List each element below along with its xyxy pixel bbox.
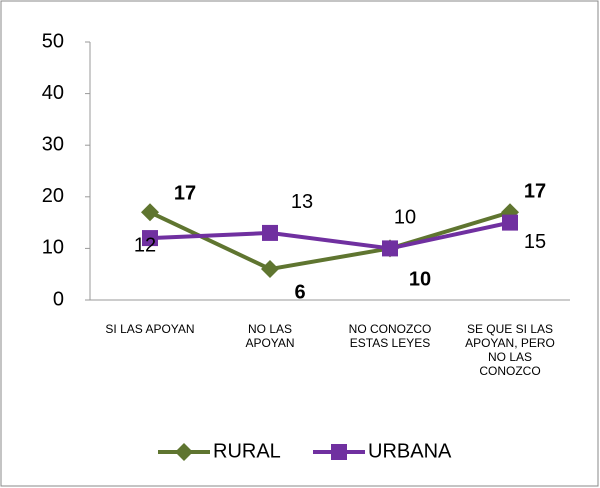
y-tick-label: 40 (42, 82, 64, 104)
data-label: 17 (524, 181, 546, 203)
data-label: 15 (524, 231, 546, 253)
point-marker (382, 240, 398, 257)
data-label: 12 (134, 234, 156, 256)
legend-label: RURAL (213, 440, 281, 462)
x-tick-label: NO LAS APOYAN (245, 322, 295, 350)
y-tick-label: 50 (42, 30, 64, 52)
series-line (149, 210, 511, 272)
y-tick-label: 10 (42, 237, 64, 259)
y-tick-label: 30 (42, 133, 64, 155)
x-tick-label: SE QUE SI LAS APOYAN, PERO NO LAS CONOZC… (465, 322, 555, 378)
series-line (149, 220, 511, 251)
data-label: 10 (409, 269, 431, 291)
point-marker (142, 230, 158, 247)
y-tick-label: 20 (42, 185, 64, 207)
x-tick-label: NO CONOZCO ESTAS LEYES (348, 322, 432, 350)
legend-label: URBANA (368, 440, 452, 462)
point-marker (261, 260, 279, 279)
point-marker (262, 224, 278, 241)
x-tick-label: SI LAS APOYAN (105, 322, 195, 336)
point-marker (141, 203, 159, 222)
legend-marker (175, 443, 193, 461)
y-tick-label: 0 (53, 288, 64, 310)
data-label: 10 (394, 207, 416, 229)
legend-marker (331, 444, 347, 460)
data-label: 13 (291, 191, 313, 213)
point-marker (502, 214, 518, 231)
data-label: 17 (174, 183, 196, 205)
data-label: 6 (294, 281, 305, 303)
